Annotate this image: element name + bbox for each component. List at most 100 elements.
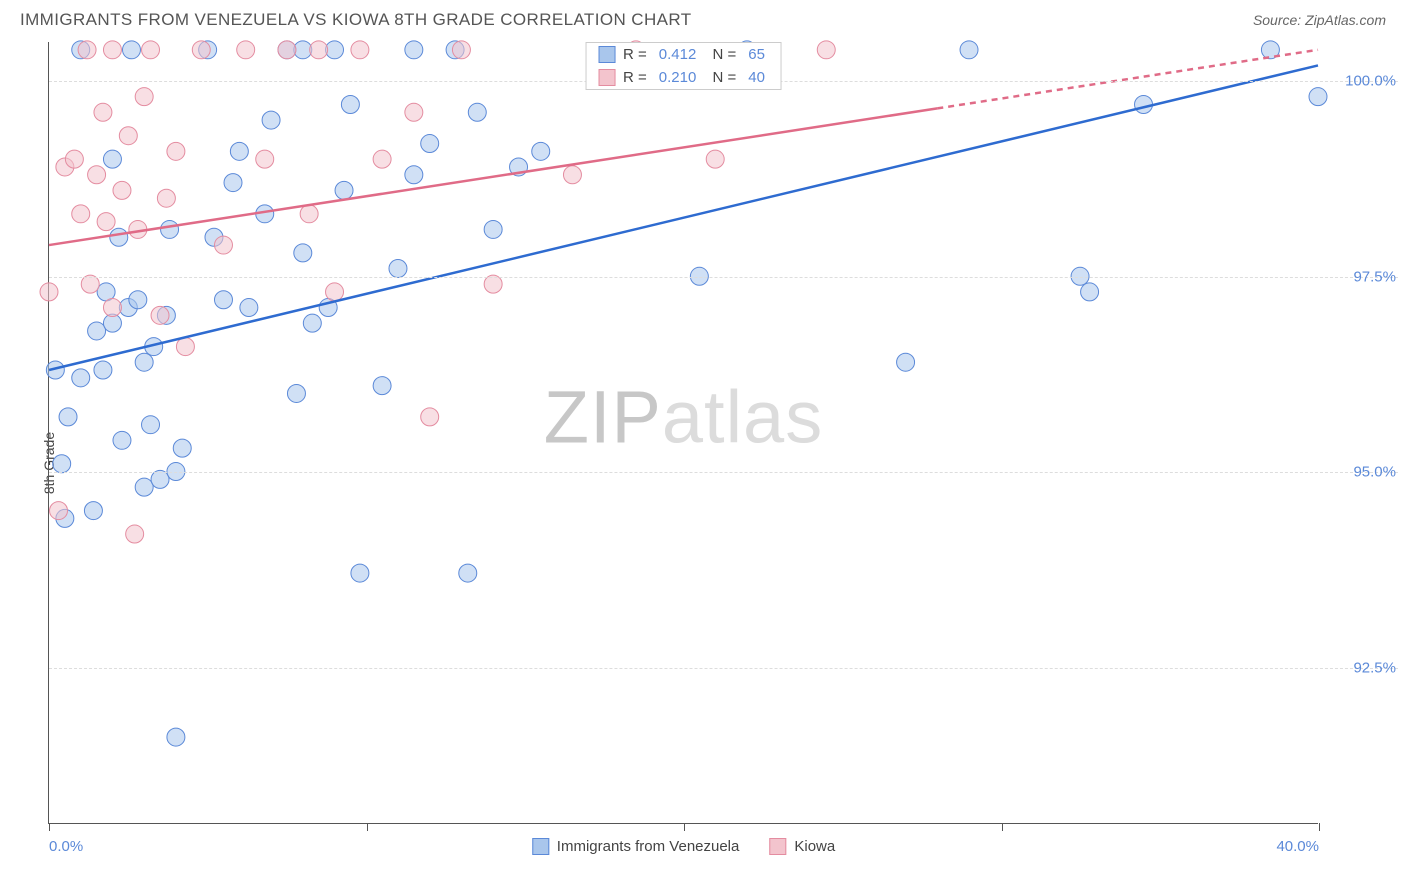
data-point xyxy=(94,103,112,121)
plot-region: ZIPatlas R =0.412 N =65R =0.210 N =40 Im… xyxy=(48,42,1318,824)
x-tick xyxy=(684,823,685,831)
legend-swatch xyxy=(598,69,615,86)
data-point xyxy=(84,502,102,520)
data-point xyxy=(240,299,258,317)
data-point xyxy=(72,205,90,223)
x-tick-label: 40.0% xyxy=(1276,838,1319,855)
data-point xyxy=(167,142,185,160)
data-point xyxy=(421,135,439,153)
data-point xyxy=(262,111,280,129)
x-tick-label: 0.0% xyxy=(49,838,83,855)
legend-r-label: R = xyxy=(623,46,647,63)
data-point xyxy=(300,205,318,223)
data-point xyxy=(214,236,232,254)
data-point xyxy=(59,408,77,426)
data-point xyxy=(40,283,58,301)
data-point xyxy=(119,127,137,145)
legend-r-label: R = xyxy=(623,69,647,86)
chart-area: 8th Grade ZIPatlas R =0.412 N =65R =0.21… xyxy=(20,42,1398,884)
data-point xyxy=(113,181,131,199)
chart-title: IMMIGRANTS FROM VENEZUELA VS KIOWA 8TH G… xyxy=(20,10,692,30)
data-point xyxy=(817,41,835,59)
data-point xyxy=(287,384,305,402)
data-point xyxy=(278,41,296,59)
data-point xyxy=(459,564,477,582)
gridline xyxy=(49,277,1398,278)
data-point xyxy=(1135,95,1153,113)
data-point xyxy=(373,150,391,168)
correlation-legend: R =0.412 N =65R =0.210 N =40 xyxy=(585,42,782,90)
data-point xyxy=(310,41,328,59)
plot-svg xyxy=(49,42,1318,823)
legend-n-label: N = xyxy=(708,46,736,63)
legend-r-value: 0.412 xyxy=(659,46,697,63)
data-point xyxy=(405,166,423,184)
data-point xyxy=(563,166,581,184)
data-point xyxy=(1309,88,1327,106)
data-point xyxy=(326,41,344,59)
data-point xyxy=(405,41,423,59)
data-point xyxy=(167,728,185,746)
data-point xyxy=(214,291,232,309)
legend-swatch xyxy=(598,46,615,63)
data-point xyxy=(88,166,106,184)
data-point xyxy=(157,189,175,207)
data-point xyxy=(122,41,140,59)
x-tick xyxy=(1002,823,1003,831)
data-point xyxy=(126,525,144,543)
data-point xyxy=(135,478,153,496)
legend-n-label: N = xyxy=(708,69,736,86)
legend-r-value: 0.210 xyxy=(659,69,697,86)
data-point xyxy=(113,431,131,449)
data-point xyxy=(452,41,470,59)
x-tick xyxy=(367,823,368,831)
data-point xyxy=(176,338,194,356)
data-point xyxy=(103,299,121,317)
data-point xyxy=(142,416,160,434)
data-point xyxy=(484,275,502,293)
data-point xyxy=(103,41,121,59)
gridline xyxy=(49,668,1398,669)
data-point xyxy=(192,41,210,59)
legend-row: R =0.210 N =40 xyxy=(586,66,781,89)
data-point xyxy=(389,260,407,278)
data-point xyxy=(110,228,128,246)
series-legend: Immigrants from VenezuelaKiowa xyxy=(532,838,835,855)
data-point xyxy=(341,95,359,113)
data-point xyxy=(373,377,391,395)
y-tick-label: 95.0% xyxy=(1353,464,1396,481)
legend-row: R = 0.412 N = 65 xyxy=(586,43,781,66)
data-point xyxy=(72,369,90,387)
data-point xyxy=(256,150,274,168)
data-point xyxy=(294,41,312,59)
data-point xyxy=(706,150,724,168)
gridline xyxy=(49,472,1398,473)
data-point xyxy=(237,41,255,59)
data-point xyxy=(135,88,153,106)
y-tick-label: 100.0% xyxy=(1345,73,1396,90)
data-point xyxy=(135,353,153,371)
data-point xyxy=(1081,283,1099,301)
data-point xyxy=(50,502,68,520)
data-point xyxy=(151,306,169,324)
data-point xyxy=(294,244,312,262)
data-point xyxy=(173,439,191,457)
data-point xyxy=(88,322,106,340)
x-tick xyxy=(1319,823,1320,831)
y-tick-label: 97.5% xyxy=(1353,268,1396,285)
data-point xyxy=(129,291,147,309)
data-point xyxy=(351,564,369,582)
data-point xyxy=(897,353,915,371)
y-tick-label: 92.5% xyxy=(1353,659,1396,676)
data-point xyxy=(142,41,160,59)
data-point xyxy=(421,408,439,426)
legend-n-value: 65 xyxy=(748,46,765,63)
chart-header: IMMIGRANTS FROM VENEZUELA VS KIOWA 8TH G… xyxy=(0,0,1406,36)
data-point xyxy=(960,41,978,59)
data-point xyxy=(484,220,502,238)
data-point xyxy=(335,181,353,199)
legend-swatch xyxy=(769,838,786,855)
data-point xyxy=(351,41,369,59)
data-point xyxy=(161,220,179,238)
legend-item: Kiowa xyxy=(769,838,835,855)
